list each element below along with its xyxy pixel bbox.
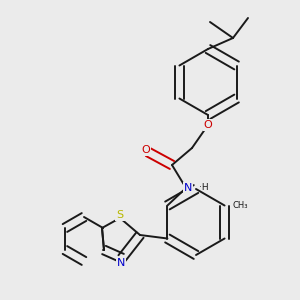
Text: S: S [116,210,124,220]
Text: N: N [184,183,192,193]
Text: CH₃: CH₃ [232,201,248,210]
Text: O: O [142,145,150,155]
Text: O: O [204,120,212,130]
Text: N: N [117,258,125,268]
Text: ·H: ·H [199,182,208,191]
